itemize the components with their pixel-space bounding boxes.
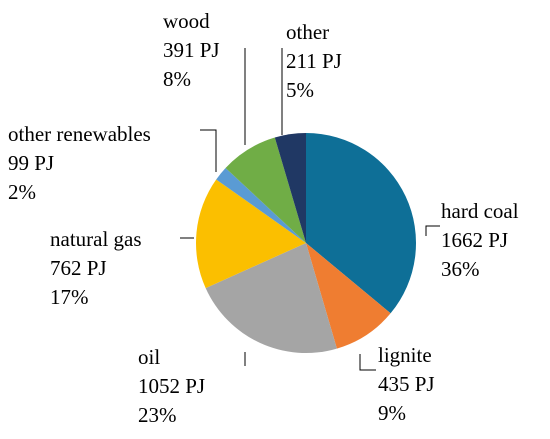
label-other-renewables: other renewables 99 PJ 2% [8, 122, 151, 204]
label-wood-percent: 8% [163, 67, 191, 91]
label-other-renewables-value: 99 PJ [8, 151, 54, 175]
leader-line-hard-coal [425, 225, 440, 236]
pie-slice-oil [205, 243, 337, 353]
pie-slice-other [274, 133, 306, 243]
label-other-value: 211 PJ [286, 49, 342, 73]
label-lignite-name: lignite [378, 343, 432, 367]
label-oil-percent: 23% [138, 403, 177, 427]
leader-line-other-renewables [200, 129, 217, 172]
label-hard-coal-value: 1662 PJ [441, 228, 508, 252]
pie-slice-hard-coal [306, 133, 417, 314]
leader-line-lignite [359, 354, 376, 371]
label-oil-value: 1052 PJ [138, 374, 205, 398]
label-other-name: other [286, 20, 329, 44]
label-hard-coal-percent: 36% [441, 257, 480, 281]
pie-slice-wood [225, 137, 306, 243]
leader-lines [180, 48, 440, 371]
pie-slice-other-renewables [216, 167, 306, 243]
label-other: other 211 PJ 5% [286, 20, 342, 102]
pie-slice-lignite [306, 243, 391, 349]
label-oil-name: oil [138, 345, 160, 369]
label-wood-name: wood [163, 9, 210, 33]
label-lignite: lignite 435 PJ 9% [378, 343, 435, 425]
label-natural-gas-name: natural gas [50, 227, 142, 251]
label-natural-gas-value: 762 PJ [50, 256, 107, 280]
label-hard-coal: hard coal 1662 PJ 36% [441, 199, 519, 281]
label-wood: wood 391 PJ 8% [163, 9, 220, 91]
label-wood-value: 391 PJ [163, 38, 220, 62]
label-oil: oil 1052 PJ 23% [138, 345, 205, 427]
label-other-percent: 5% [286, 78, 314, 102]
label-natural-gas-percent: 17% [50, 285, 89, 309]
pie-slices [195, 133, 417, 353]
pie-slice-natural-gas [195, 179, 306, 289]
label-other-renewables-name: other renewables [8, 122, 151, 146]
label-hard-coal-name: hard coal [441, 199, 519, 223]
label-lignite-percent: 9% [378, 401, 406, 425]
label-lignite-value: 435 PJ [378, 372, 435, 396]
label-natural-gas: natural gas 762 PJ 17% [50, 227, 142, 309]
label-other-renewables-percent: 2% [8, 180, 36, 204]
